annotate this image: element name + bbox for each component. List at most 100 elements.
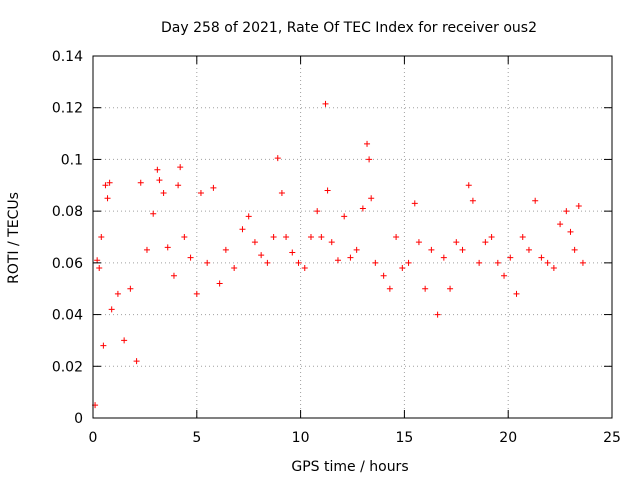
- y-axis-label: ROTI / TECUs: [6, 192, 22, 284]
- y-tick-label: 0.04: [52, 308, 83, 324]
- data-point: [210, 184, 217, 191]
- data-point: [501, 272, 508, 279]
- x-tick-label: 0: [89, 430, 98, 446]
- data-point: [121, 337, 128, 344]
- data-point: [143, 246, 150, 253]
- data-point: [469, 197, 476, 204]
- data-point: [181, 234, 188, 240]
- data-point: [239, 226, 246, 233]
- data-point: [216, 280, 223, 287]
- data-point: [447, 285, 454, 292]
- data-point: [550, 265, 557, 272]
- data-point: [411, 200, 418, 207]
- data-point: [150, 210, 157, 217]
- data-point: [98, 234, 105, 240]
- data-point: [359, 205, 366, 212]
- y-tick-label: 0.12: [52, 101, 83, 117]
- y-tick-label: 0.08: [52, 204, 83, 220]
- data-point: [507, 254, 514, 261]
- x-tick-label: 10: [292, 430, 310, 446]
- data-point: [575, 202, 582, 209]
- y-tick-label: 0: [74, 411, 83, 427]
- data-point: [197, 190, 204, 197]
- x-tick-label: 15: [395, 430, 413, 446]
- data-point: [289, 249, 296, 256]
- y-tick-label: 0.1: [61, 152, 83, 168]
- data-point: [307, 234, 314, 240]
- data-point: [557, 221, 564, 228]
- data-point: [482, 239, 489, 246]
- data-point: [127, 285, 134, 292]
- data-point: [434, 311, 441, 318]
- data-point: [96, 265, 103, 272]
- data-point: [513, 290, 520, 297]
- data-point: [222, 246, 229, 253]
- data-point: [251, 239, 258, 246]
- x-tick-label: 25: [603, 430, 621, 446]
- data-point: [440, 254, 447, 261]
- data-point: [334, 257, 341, 264]
- data-point: [328, 239, 335, 246]
- data-point: [314, 208, 321, 215]
- data-point: [368, 195, 375, 202]
- data-point: [579, 259, 586, 266]
- data-point: [270, 234, 277, 240]
- data-point: [318, 234, 325, 240]
- axis-ticks: 0 0.02 0.04 0.06 0.08 0.1 0.12 0.14 0 5 10 15 20 25: [52, 49, 621, 446]
- data-point: [154, 166, 161, 173]
- data-point: [459, 246, 466, 253]
- data-point: [372, 259, 379, 266]
- data-point: [177, 164, 184, 171]
- data-point: [258, 252, 265, 259]
- data-point: [100, 342, 107, 349]
- data-point: [295, 259, 302, 266]
- data-point: [488, 234, 495, 240]
- y-tick-label: 0.14: [52, 49, 83, 65]
- data-point: [428, 246, 435, 253]
- data-point: [453, 239, 460, 246]
- data-point: [347, 254, 354, 261]
- data-point: [366, 156, 373, 163]
- data-point: [525, 246, 532, 253]
- x-tick-label: 5: [192, 430, 201, 446]
- data-point: [532, 197, 539, 204]
- chart-title: Day 258 of 2021, Rate Of TEC Index for r…: [161, 20, 537, 36]
- data-point: [465, 182, 472, 189]
- grid-lines: [93, 56, 612, 418]
- data-point: [245, 213, 252, 220]
- data-point: [399, 265, 406, 272]
- data-point: [563, 208, 570, 215]
- data-point: [538, 254, 545, 261]
- data-point: [322, 100, 329, 107]
- data-point: [341, 213, 348, 220]
- data-point: [567, 228, 574, 235]
- data-point: [301, 265, 308, 272]
- x-axis-label: GPS time / hours: [291, 459, 408, 475]
- data-point: [380, 272, 387, 279]
- data-point: [393, 234, 400, 240]
- data-point: [283, 234, 290, 240]
- data-point: [114, 290, 121, 297]
- data-point: [324, 187, 331, 194]
- data-point: [193, 290, 200, 297]
- data-point: [108, 306, 115, 313]
- data-point: [278, 190, 285, 197]
- data-point: [364, 140, 371, 147]
- data-point: [544, 259, 551, 266]
- data-point: [353, 246, 360, 253]
- x-tick-label: 20: [499, 430, 517, 446]
- data-point: [494, 259, 501, 266]
- data-point: [274, 155, 281, 162]
- y-tick-label: 0.02: [52, 359, 83, 375]
- data-point: [422, 285, 429, 292]
- data-point: [175, 182, 182, 189]
- data-point: [231, 265, 238, 272]
- data-point: [156, 177, 163, 184]
- plot-frame: [92, 55, 613, 419]
- data-point: [386, 285, 393, 292]
- data-point: [415, 239, 422, 246]
- data-point: [405, 259, 412, 266]
- data-point: [187, 254, 194, 261]
